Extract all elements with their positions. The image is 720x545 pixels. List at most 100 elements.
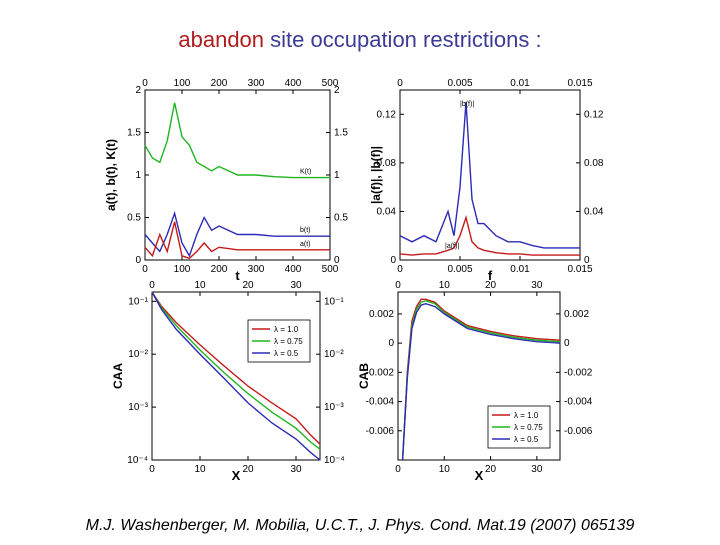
y-tick-label: -0.002 — [366, 367, 395, 378]
x-tick-label-top: 0.005 — [447, 78, 472, 89]
x-tick-label: 0 — [397, 264, 403, 275]
title-blue: site occupation restrictions : — [270, 27, 541, 52]
series-line — [401, 302, 561, 461]
x-tick-label-top: 0 — [149, 280, 155, 291]
series-label: a(t) — [300, 241, 311, 248]
series-line — [144, 210, 330, 258]
series-line — [151, 291, 321, 450]
x-tick-label-top: 200 — [211, 78, 228, 89]
x-tick-label-top: 100 — [174, 78, 191, 89]
x-axis-label: X — [232, 468, 241, 483]
y-tick-label: 0 — [390, 255, 396, 266]
title-red: abandon — [178, 27, 264, 52]
y-tick-label: 0 — [388, 338, 394, 349]
x-tick-label-top: 10 — [439, 280, 451, 291]
y-axis-label: CAA — [111, 363, 125, 389]
plot-frame — [397, 291, 561, 461]
y-tick-label: 1 — [135, 170, 141, 181]
y-tick-label: 0.04 — [377, 206, 397, 217]
y-tick-label: 0.5 — [127, 213, 141, 224]
y-tick-label-right: 0.04 — [584, 206, 604, 217]
x-tick-label-top: 400 — [285, 78, 302, 89]
y-tick-label: 10⁻¹ — [128, 296, 148, 307]
series-line — [144, 102, 330, 179]
x-tick-label: 20 — [242, 464, 254, 475]
y-tick-label: 0.002 — [369, 309, 394, 320]
legend-label: λ = 0.5 — [514, 435, 539, 444]
y-tick-label-right: 0 — [564, 338, 570, 349]
series-line — [151, 291, 321, 445]
y-tick-label: -0.004 — [366, 397, 395, 408]
legend-label: λ = 1.0 — [514, 411, 539, 420]
series-label: |b(f)| — [460, 101, 474, 108]
slide-title: abandon site occupation restrictions : — [178, 27, 541, 52]
series-line — [401, 300, 561, 461]
x-tick-label: 30 — [290, 464, 302, 475]
x-tick-label-top: 20 — [242, 280, 254, 291]
y-tick-label: 0 — [135, 255, 141, 266]
series-label: b(t) — [300, 227, 311, 234]
x-tick-label-top: 300 — [248, 78, 265, 89]
x-axis-label: X — [475, 468, 484, 483]
y-tick-label-right: 0.12 — [584, 109, 604, 120]
x-tick-label-top: 0 — [395, 280, 401, 291]
legend-label: λ = 1.0 — [274, 325, 299, 334]
x-tick-label: 0.01 — [510, 264, 530, 275]
x-axis-label: f — [488, 268, 493, 283]
x-tick-label: 0.005 — [447, 264, 472, 275]
series-label: K(t) — [300, 169, 311, 176]
y-tick-label-right: -0.006 — [564, 426, 593, 437]
x-tick-label-top: 30 — [531, 280, 543, 291]
y-tick-label: -0.006 — [366, 426, 395, 437]
x-tick-label: 200 — [211, 264, 228, 275]
x-tick-label: 300 — [248, 264, 265, 275]
legend-label: λ = 0.75 — [514, 423, 543, 432]
legend-label: λ = 0.75 — [274, 337, 303, 346]
y-tick-label-right: -0.002 — [564, 367, 593, 378]
x-tick-label-top: 0.01 — [510, 78, 530, 89]
y-tick-label-right: 1.5 — [334, 128, 348, 139]
y-tick-label-right: 0.5 — [334, 213, 348, 224]
y-tick-label-right: 10⁻⁴ — [324, 455, 345, 466]
x-tick-label-top: 500 — [322, 78, 339, 89]
x-tick-label-top: 10 — [194, 280, 206, 291]
series-line — [399, 102, 580, 249]
y-tick-label: 2 — [135, 85, 141, 96]
plot-frame — [151, 291, 321, 461]
series-line — [399, 214, 580, 256]
y-tick-label: 0.08 — [377, 158, 397, 169]
y-tick-label: 10⁻² — [128, 349, 148, 360]
x-axis-label: t — [235, 268, 240, 283]
y-tick-label: 10⁻³ — [128, 402, 148, 413]
x-tick-label: 30 — [531, 464, 543, 475]
x-tick-label: 10 — [439, 464, 451, 475]
legend-label: λ = 0.5 — [274, 349, 299, 358]
series-line — [401, 298, 561, 461]
plot-frame — [399, 89, 581, 261]
y-tick-label: 1.5 — [127, 128, 141, 139]
series-label: |a(f)| — [445, 243, 459, 250]
x-tick-label-top: 20 — [485, 280, 497, 291]
y-tick-label-right: 0 — [584, 255, 590, 266]
x-tick-label: 0 — [142, 264, 148, 275]
x-tick-label-top: 0 — [142, 78, 148, 89]
x-tick-label: 500 — [322, 264, 339, 275]
y-axis-label: CAB — [357, 363, 371, 389]
y-tick-label-right: 10⁻² — [324, 349, 344, 360]
y-tick-label-right: 0 — [334, 255, 340, 266]
y-tick-label: 0.12 — [377, 109, 397, 120]
y-tick-label-right: 0.08 — [584, 158, 604, 169]
x-tick-label: 0 — [395, 464, 401, 475]
x-tick-label: 0.015 — [567, 264, 592, 275]
x-tick-label: 400 — [285, 264, 302, 275]
x-tick-label: 0 — [149, 464, 155, 475]
y-tick-label-right: 10⁻³ — [324, 402, 344, 413]
y-tick-label-right: 0.002 — [564, 309, 589, 320]
y-tick-label-right: -0.004 — [564, 397, 593, 408]
x-tick-label-top: 0.015 — [567, 78, 592, 89]
x-tick-label: 20 — [485, 464, 497, 475]
x-tick-label-top: 30 — [290, 280, 302, 291]
y-axis-label: a(t), b(t), K(t) — [104, 139, 118, 211]
x-tick-label: 10 — [194, 464, 206, 475]
y-tick-label-right: 2 — [334, 85, 340, 96]
